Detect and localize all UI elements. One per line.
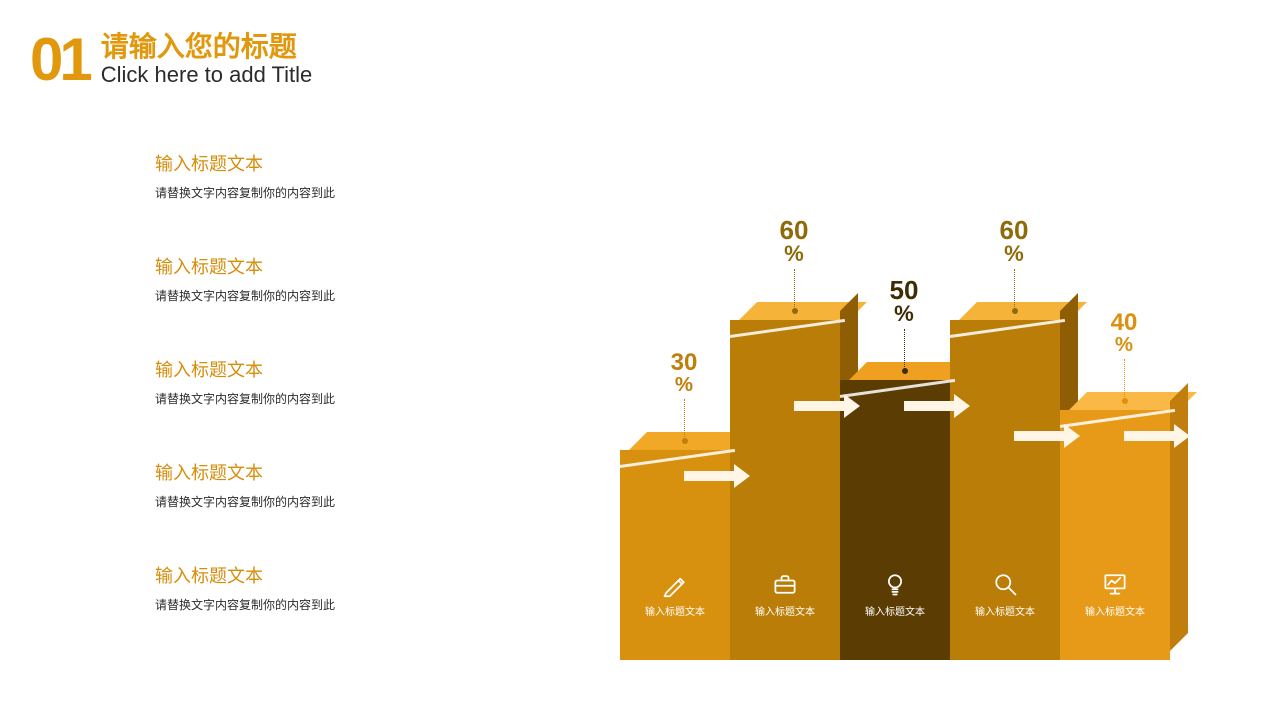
text-item: 输入标题文本 请替换文字内容复制你的内容到此 xyxy=(155,253,535,304)
leader-line xyxy=(1014,269,1015,311)
text-list: 输入标题文本 请替换文字内容复制你的内容到此 输入标题文本 请替换文字内容复制你… xyxy=(155,150,535,665)
slide-title-cn: 请输入您的标题 xyxy=(101,32,313,63)
text-item-body: 请替换文字内容复制你的内容到此 xyxy=(155,184,535,201)
bar-label: 输入标题文本 xyxy=(950,603,1060,618)
text-item-title: 输入标题文本 xyxy=(155,459,535,485)
leader-line xyxy=(1124,359,1125,401)
monitor-icon xyxy=(1101,570,1129,598)
leader-line xyxy=(904,329,905,371)
arrow-icon xyxy=(794,396,860,416)
bulb-icon xyxy=(881,570,909,598)
bar-label: 输入标题文本 xyxy=(730,603,840,618)
bar: 输入标题文本 xyxy=(950,320,1060,660)
text-item-body: 请替换文字内容复制你的内容到此 xyxy=(155,596,535,613)
text-item: 输入标题文本 请替换文字内容复制你的内容到此 xyxy=(155,150,535,201)
text-item-title: 输入标题文本 xyxy=(155,253,535,279)
text-item-body: 请替换文字内容复制你的内容到此 xyxy=(155,493,535,510)
briefcase-icon xyxy=(771,570,799,598)
slide-number: 01 xyxy=(30,30,89,90)
text-item: 输入标题文本 请替换文字内容复制你的内容到此 xyxy=(155,562,535,613)
leader-line xyxy=(684,399,685,441)
bar-percent: 40% xyxy=(1094,311,1154,355)
text-item-body: 请替换文字内容复制你的内容到此 xyxy=(155,287,535,304)
bar-percent: 30% xyxy=(654,351,714,395)
bar-face xyxy=(840,380,950,660)
arrow-icon xyxy=(684,466,750,486)
bar-label: 输入标题文本 xyxy=(840,603,950,618)
slide-header: 01 请输入您的标题 Click here to add Title xyxy=(30,30,312,90)
bar: 输入标题文本 xyxy=(840,380,950,660)
bar-chart-3d: 输入标题文本 30% 输入标题文本 60% 输入标题文本 50% 输入标题文本 60% 输入标题… xyxy=(620,130,1240,690)
text-item-title: 输入标题文本 xyxy=(155,562,535,588)
text-item-title: 输入标题文本 xyxy=(155,356,535,382)
magnifier-icon xyxy=(991,570,1019,598)
pen-icon xyxy=(661,570,689,598)
bar-percent: 60% xyxy=(764,217,824,265)
bar-percent: 60% xyxy=(984,217,1044,265)
bar-label: 输入标题文本 xyxy=(620,603,730,618)
text-item: 输入标题文本 请替换文字内容复制你的内容到此 xyxy=(155,356,535,407)
slide-titles: 请输入您的标题 Click here to add Title xyxy=(101,32,313,89)
text-item: 输入标题文本 请替换文字内容复制你的内容到此 xyxy=(155,459,535,510)
bar-label: 输入标题文本 xyxy=(1060,603,1170,618)
slide-title-en: Click here to add Title xyxy=(101,62,313,88)
text-item-title: 输入标题文本 xyxy=(155,150,535,176)
text-item-body: 请替换文字内容复制你的内容到此 xyxy=(155,390,535,407)
leader-line xyxy=(794,269,795,311)
bar-percent: 50% xyxy=(874,277,934,325)
arrow-icon xyxy=(1124,426,1190,446)
bar: 输入标题文本 xyxy=(730,320,840,660)
arrow-icon xyxy=(1014,426,1080,446)
arrow-icon xyxy=(904,396,970,416)
